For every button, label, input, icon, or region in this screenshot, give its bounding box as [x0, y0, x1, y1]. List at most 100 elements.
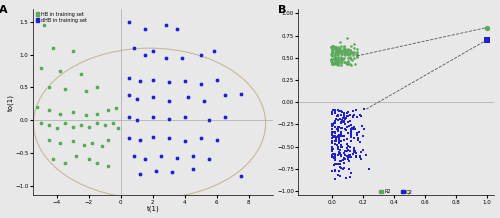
Point [189, 154, 197, 158]
Point [334, 50, 342, 53]
Point [346, 171, 354, 175]
Point [351, 62, 359, 66]
Point [136, 138, 144, 141]
Point [338, 145, 346, 149]
Point [334, 153, 342, 157]
Point [349, 128, 357, 131]
Point [328, 140, 336, 143]
Point [108, 122, 116, 125]
Point [343, 62, 351, 66]
Point [330, 134, 338, 138]
Point [340, 47, 348, 51]
Point [347, 44, 355, 48]
Legend: HB in training set, dHB in training set: HB in training set, dHB in training set [35, 11, 88, 23]
Point [136, 79, 144, 83]
Point [156, 154, 164, 158]
Point [344, 111, 351, 114]
Point [40, 24, 48, 27]
Point [197, 82, 205, 86]
Point [340, 166, 348, 170]
Point [330, 63, 338, 66]
Point [337, 58, 345, 61]
Point [340, 121, 347, 124]
Point [332, 122, 340, 125]
Point [344, 63, 352, 66]
Point [341, 157, 349, 161]
Point [338, 121, 345, 125]
Point [338, 154, 345, 158]
Point [344, 120, 352, 124]
Point [342, 176, 349, 180]
Point [336, 50, 344, 53]
Point [328, 108, 336, 112]
Point [332, 55, 340, 58]
Point [348, 58, 356, 62]
Point [354, 137, 362, 141]
Point [221, 115, 229, 119]
Point [335, 134, 343, 137]
Point [338, 57, 345, 60]
Point [336, 166, 344, 169]
Point [350, 114, 358, 118]
Point [334, 118, 342, 122]
Point [353, 53, 361, 56]
Point [210, 50, 218, 53]
Point [328, 51, 336, 55]
Point [328, 60, 336, 63]
Point [334, 63, 342, 66]
Point [341, 47, 349, 51]
Point [337, 153, 345, 156]
Point [332, 139, 340, 143]
Point [332, 125, 340, 129]
Point [328, 127, 336, 131]
Point [344, 53, 352, 56]
Point [335, 152, 343, 155]
Point [340, 113, 347, 116]
Point [331, 131, 339, 135]
Point [334, 134, 342, 137]
Text: B: B [278, 5, 286, 15]
Point [346, 131, 354, 135]
Point [346, 113, 354, 117]
Point [346, 145, 354, 149]
Point [352, 155, 360, 159]
Point [344, 114, 352, 118]
Point [346, 48, 354, 52]
Point [347, 63, 355, 66]
Point [334, 62, 342, 66]
Point [332, 63, 340, 66]
Point [340, 119, 348, 123]
Point [205, 158, 213, 161]
Point [148, 95, 156, 99]
Point [342, 150, 350, 153]
Point [331, 153, 339, 157]
Point [328, 124, 336, 127]
Point [148, 115, 156, 119]
Point [148, 135, 156, 138]
Point [338, 50, 345, 54]
Point [341, 153, 349, 156]
Point [334, 60, 342, 63]
Point [349, 109, 357, 113]
Point [328, 47, 336, 51]
Point [330, 110, 338, 113]
Point [350, 46, 358, 50]
Point [334, 146, 342, 150]
Point [92, 161, 100, 164]
Point [336, 141, 344, 145]
Point [164, 117, 172, 121]
Point [164, 99, 172, 102]
Point [328, 61, 336, 64]
Point [330, 164, 338, 167]
Point [333, 60, 341, 63]
Point [328, 153, 336, 156]
Point [334, 53, 342, 57]
Point [328, 51, 336, 55]
Point [339, 159, 347, 162]
Point [332, 62, 340, 65]
Point [341, 49, 349, 52]
Point [344, 111, 352, 114]
Point [36, 66, 44, 70]
Point [330, 60, 338, 63]
Point [342, 128, 349, 131]
